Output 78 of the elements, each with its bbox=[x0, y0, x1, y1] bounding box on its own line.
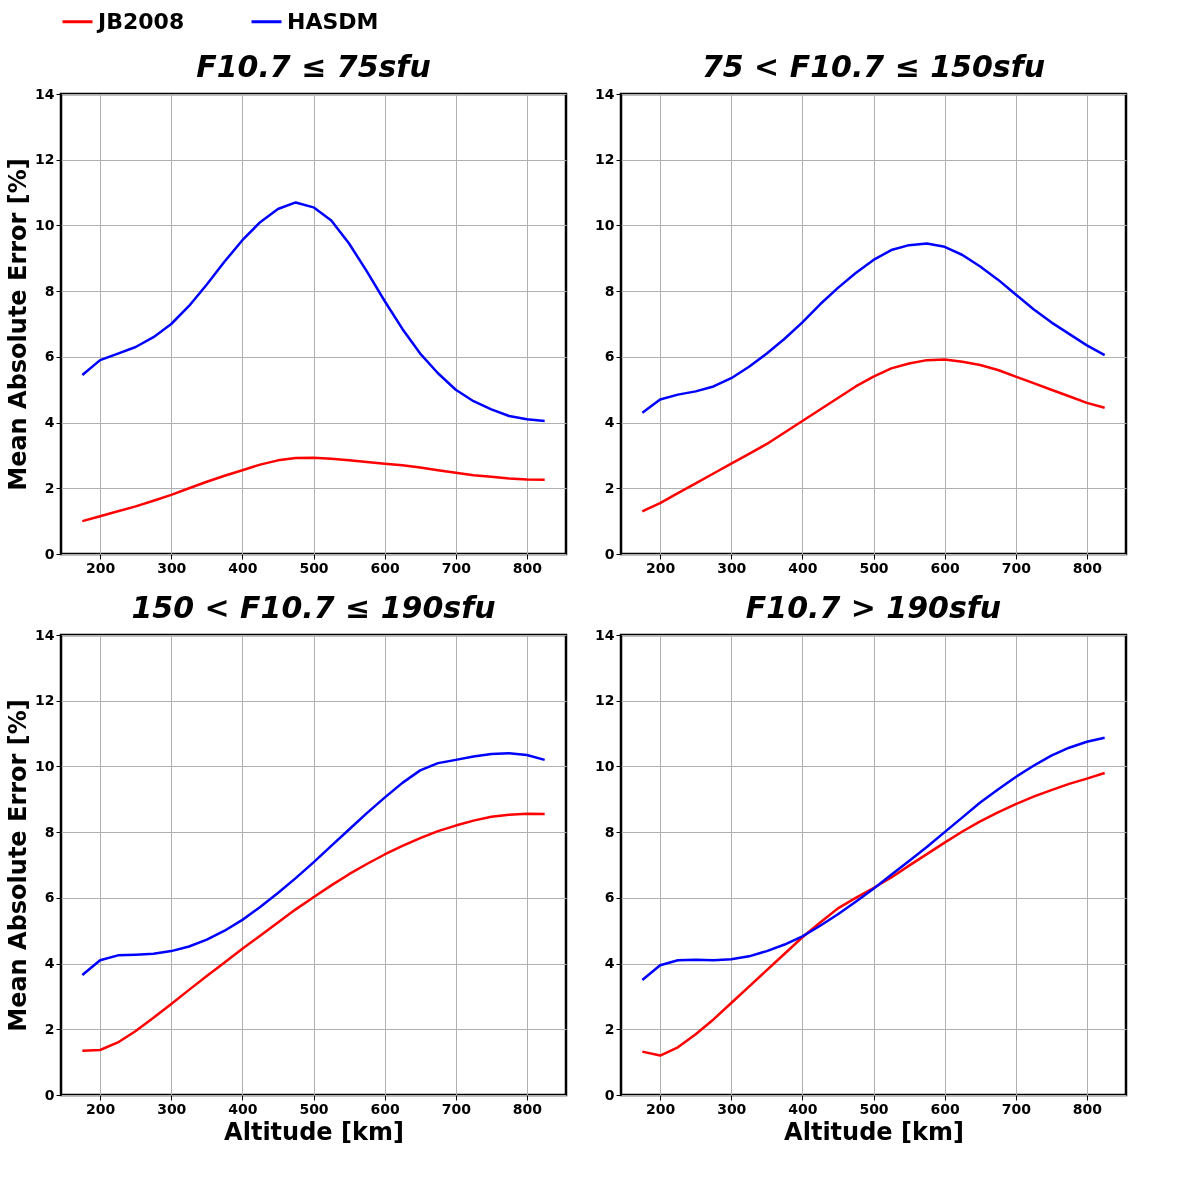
y-tick-label: 6 bbox=[604, 348, 615, 365]
y-tick-label: 0 bbox=[604, 1086, 615, 1103]
y-tick-label: 0 bbox=[44, 1086, 55, 1103]
y-tick-label: 14 bbox=[595, 626, 615, 643]
y-tick-label: 10 bbox=[595, 757, 615, 774]
x-tick-label: 300 bbox=[157, 559, 187, 576]
x-tick-label: 400 bbox=[788, 1100, 818, 1117]
x-tick-label: 600 bbox=[370, 1100, 400, 1117]
x-tick-label: 500 bbox=[859, 559, 889, 576]
y-tick-label: 8 bbox=[604, 282, 615, 299]
x-tick-label: 500 bbox=[859, 1100, 889, 1117]
legend-label: HASDM bbox=[287, 8, 379, 34]
y-tick-label: 4 bbox=[44, 955, 55, 972]
x-tick-label: 800 bbox=[512, 559, 543, 576]
y-tick-label: 4 bbox=[604, 414, 615, 431]
y-tick-label: 4 bbox=[604, 955, 615, 972]
y-tick-label: 14 bbox=[35, 85, 55, 102]
x-tick-label: 200 bbox=[646, 1100, 676, 1117]
y-tick-label: 12 bbox=[595, 692, 615, 709]
y-tick-label: 10 bbox=[595, 216, 615, 233]
line-series bbox=[641, 771, 1106, 1057]
x-tick-label: 200 bbox=[646, 559, 676, 576]
x-tick-label: 600 bbox=[930, 1100, 960, 1117]
line-series bbox=[81, 456, 546, 523]
line-series bbox=[641, 736, 1106, 982]
line-series bbox=[641, 358, 1106, 513]
chart-title: 150 < F10.7 ≤ 190sfu bbox=[131, 590, 496, 625]
x-tick-label: 300 bbox=[717, 1100, 747, 1117]
x-axis-title: Altitude [km] bbox=[224, 1117, 404, 1146]
y-tick-label: 14 bbox=[35, 626, 55, 643]
x-tick-label: 300 bbox=[717, 559, 747, 576]
x-tick-label: 200 bbox=[86, 559, 116, 576]
chart-title: 75 < F10.7 ≤ 150sfu bbox=[701, 49, 1046, 84]
y-tick-label: 6 bbox=[44, 889, 55, 906]
y-tick-label: 0 bbox=[604, 545, 615, 562]
x-tick-label: 400 bbox=[228, 1100, 258, 1117]
x-tick-label: 200 bbox=[86, 1100, 116, 1117]
y-axis-title: Mean Absolute Error [%] bbox=[4, 699, 33, 1032]
x-tick-label: 800 bbox=[512, 1100, 543, 1117]
x-tick-label: 700 bbox=[441, 559, 472, 576]
y-tick-label: 10 bbox=[35, 757, 55, 774]
x-tick-label: 700 bbox=[1001, 1100, 1032, 1117]
line-series bbox=[81, 752, 546, 977]
x-tick-label: 800 bbox=[1072, 559, 1103, 576]
chart-title: F10.7 > 190sfu bbox=[745, 590, 1002, 625]
y-tick-label: 8 bbox=[44, 823, 55, 840]
x-tick-label: 800 bbox=[1072, 1100, 1103, 1117]
y-tick-label: 6 bbox=[44, 348, 55, 365]
x-tick-label: 300 bbox=[157, 1100, 187, 1117]
line-series bbox=[641, 242, 1106, 414]
y-tick-label: 12 bbox=[595, 151, 615, 168]
x-tick-label: 500 bbox=[299, 559, 329, 576]
y-tick-label: 8 bbox=[604, 823, 615, 840]
x-axis-title: Altitude [km] bbox=[784, 1117, 964, 1146]
x-tick-label: 400 bbox=[788, 559, 818, 576]
x-tick-label: 600 bbox=[930, 559, 960, 576]
x-tick-label: 700 bbox=[441, 1100, 472, 1117]
line-series bbox=[81, 201, 546, 423]
y-tick-label: 8 bbox=[44, 282, 55, 299]
chart-title: F10.7 ≤ 75sfu bbox=[196, 49, 431, 84]
y-tick-label: 2 bbox=[604, 1020, 615, 1037]
y-tick-label: 4 bbox=[44, 414, 55, 431]
y-tick-label: 10 bbox=[35, 216, 55, 233]
y-tick-label: 12 bbox=[35, 151, 55, 168]
y-tick-label: 2 bbox=[44, 479, 55, 496]
y-tick-label: 6 bbox=[604, 889, 615, 906]
x-tick-label: 400 bbox=[228, 559, 258, 576]
line-series bbox=[81, 812, 546, 1052]
x-tick-label: 500 bbox=[299, 1100, 329, 1117]
y-axis-title: Mean Absolute Error [%] bbox=[4, 158, 33, 491]
x-tick-label: 700 bbox=[1001, 559, 1032, 576]
y-tick-label: 0 bbox=[44, 545, 55, 562]
x-tick-label: 600 bbox=[370, 559, 400, 576]
legend-label: JB2008 bbox=[96, 8, 185, 34]
y-tick-label: 12 bbox=[35, 692, 55, 709]
y-tick-label: 14 bbox=[595, 85, 615, 102]
y-tick-label: 2 bbox=[44, 1020, 55, 1037]
y-tick-label: 2 bbox=[604, 479, 615, 496]
